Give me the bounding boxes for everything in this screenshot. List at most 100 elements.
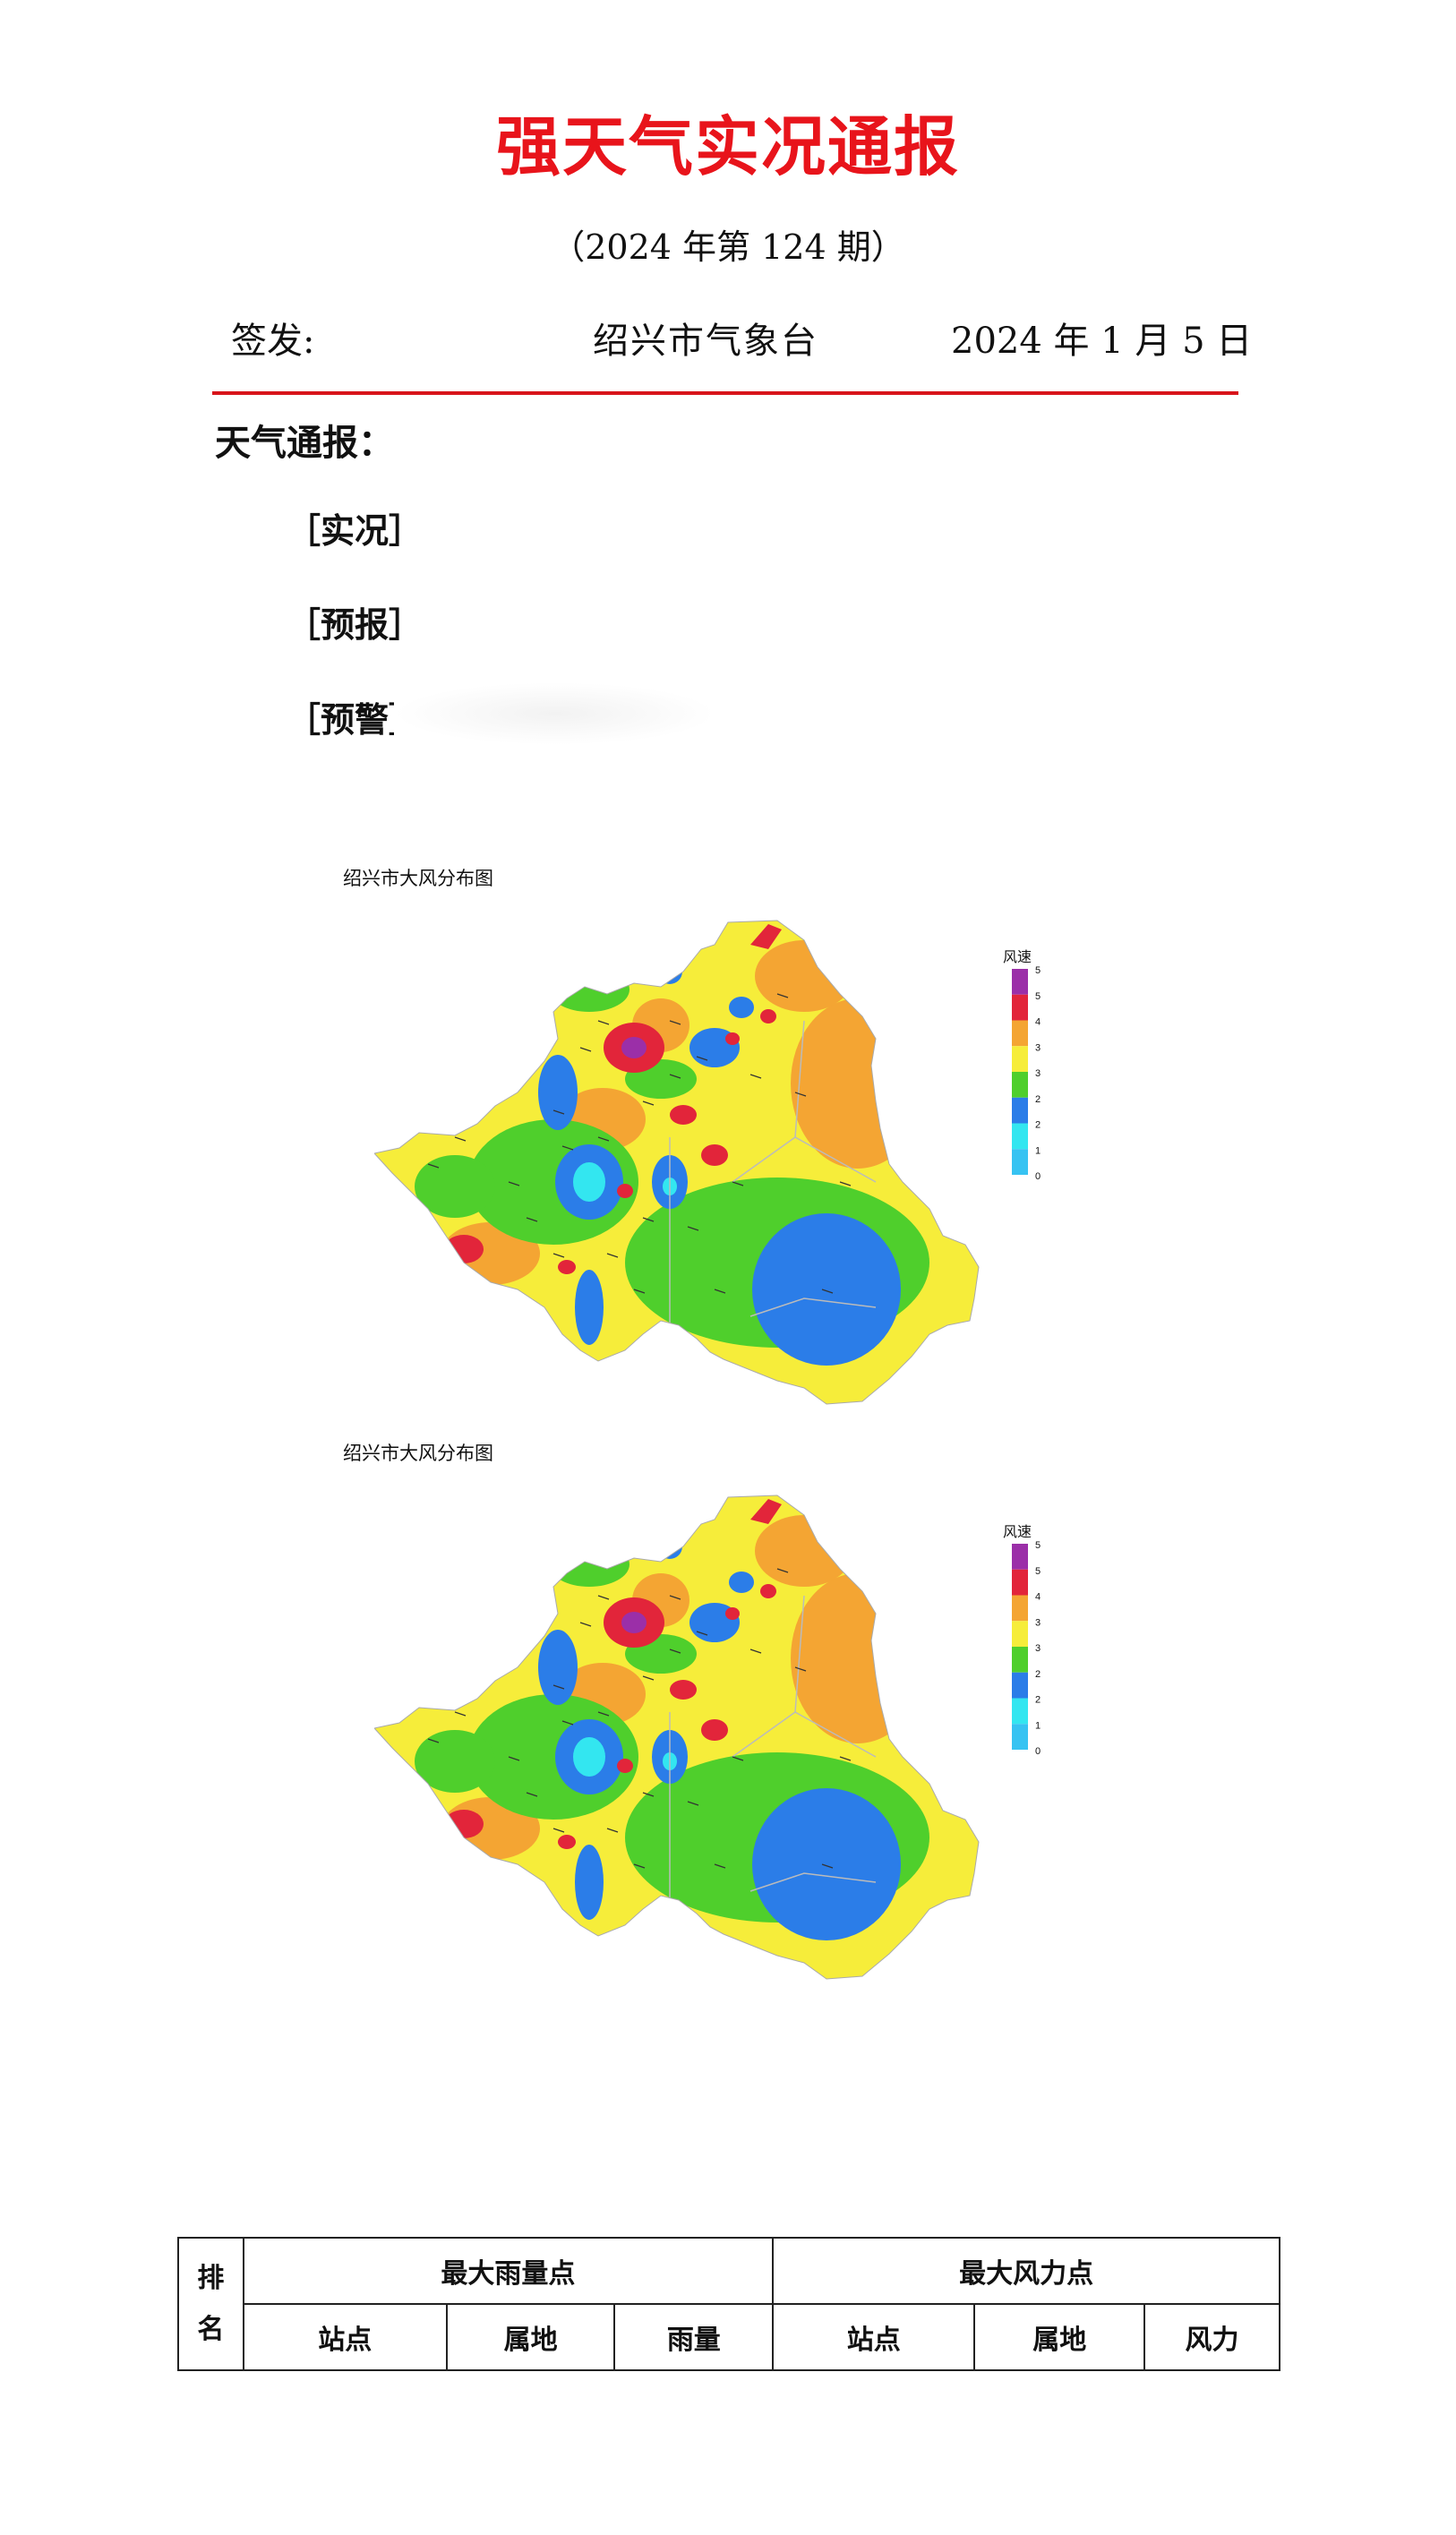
wind-barb: [561, 1145, 574, 1151]
legend-tick-label: 5: [1035, 1540, 1041, 1551]
legend-swatch: [1012, 969, 1028, 995]
wind-zone: [415, 1155, 495, 1218]
wind-zone: [415, 1730, 495, 1793]
wind-barb: [687, 1226, 699, 1231]
wind-barb: [508, 1756, 520, 1761]
wind-barb: [642, 1217, 655, 1222]
issue-number: （2024 年第 124 期）: [551, 227, 905, 267]
legend-tick-label: 5: [1035, 965, 1041, 976]
map-outline: [374, 920, 980, 1405]
legend-swatch: [1012, 1097, 1028, 1124]
legend-swatch: [1012, 1569, 1028, 1596]
wind-zone: [750, 1499, 782, 1524]
rain-station-header: 站点: [242, 2303, 448, 2371]
legend-tick-label: 1: [1035, 1145, 1041, 1156]
county-boundary: [669, 1020, 877, 1379]
wind-region-header: 属地: [973, 2303, 1146, 2371]
subsection-forecast: ［预报］: [287, 605, 424, 645]
wind-barb: [839, 1181, 852, 1186]
wind-barb: [454, 1136, 467, 1142]
legend-tick-label: 0: [1035, 1746, 1041, 1757]
wind-group-header: 最大风力点: [772, 2237, 1280, 2305]
wind-barb: [508, 1872, 520, 1878]
wind-zone: [755, 1515, 853, 1587]
wind-zone: [444, 1235, 484, 1263]
wind-zone: [553, 1546, 568, 1560]
wind-station-header: 站点: [772, 2303, 976, 2371]
legend-tick-label: 2: [1035, 1120, 1041, 1131]
wind-zone: [575, 1270, 604, 1345]
wind-barb: [597, 1711, 610, 1717]
map-title: 绍兴市大风分布图: [343, 869, 493, 889]
wind-barb: [642, 1100, 655, 1106]
map-outline: [374, 1494, 980, 1980]
wind-zone: [621, 1612, 647, 1633]
legend-tick-label: 3: [1035, 1042, 1041, 1053]
legend-swatch: [1012, 994, 1028, 1021]
wind-barb: [696, 1631, 708, 1636]
wind-zone: [617, 1759, 633, 1773]
wind-zone: [617, 1184, 633, 1198]
legend-tick-label: 5: [1035, 1566, 1041, 1577]
legend-swatch: [1012, 1672, 1028, 1699]
wind-barb: [696, 1056, 708, 1061]
wind-barb: [535, 1324, 547, 1330]
wind-barb: [776, 1568, 789, 1573]
wind-barb: [749, 1074, 762, 1079]
wind-barb: [552, 1684, 565, 1690]
ranking-table: 排 名 最大雨量点 最大风力点 站点 属地 雨量 站点 属地 风力: [177, 2237, 1280, 2371]
legend-tick-label: 4: [1035, 1592, 1041, 1603]
wind-barb: [749, 1649, 762, 1654]
wind-barb: [552, 1109, 565, 1115]
legend-swatch: [1012, 1724, 1028, 1750]
legend-swatch: [1012, 1046, 1028, 1072]
legend-title: 风速: [1003, 1524, 1032, 1540]
wind-barb: [669, 1649, 681, 1654]
legend-tick-label: 5: [1035, 991, 1041, 1002]
wind-barb: [552, 1253, 565, 1258]
legend-tick-label: 2: [1035, 1669, 1041, 1680]
wind-barb: [714, 1863, 726, 1869]
wind-barb: [597, 1136, 610, 1142]
wind-barb: [427, 1163, 440, 1169]
wind-barb: [579, 1622, 592, 1627]
wind-zone: [791, 998, 925, 1169]
rank-header: 排 名: [177, 2237, 244, 2371]
map-title: 绍兴市大风分布图: [343, 1443, 493, 1464]
wind-barb: [821, 1863, 834, 1869]
wind-zone: [444, 1810, 484, 1838]
subsection-observation: ［实况］: [287, 511, 424, 551]
wind-barb: [839, 1756, 852, 1761]
legend-swatch: [1012, 1149, 1028, 1175]
rank-header-bottom: 名: [197, 2315, 225, 2344]
legend-tick-label: 3: [1035, 1617, 1041, 1628]
wind-force-header: 风力: [1143, 2303, 1280, 2371]
section-heading: 天气通报：: [215, 423, 394, 464]
wind-zone: [573, 1737, 605, 1777]
wind-zone: [575, 1845, 604, 1920]
wind-zone: [701, 1144, 728, 1166]
legend-title: 风速: [1003, 949, 1032, 965]
wind-barb: [427, 1738, 440, 1743]
sign-label: 签发:: [231, 321, 315, 362]
wind-barb: [597, 1020, 610, 1025]
wind-barb: [597, 1595, 610, 1600]
legend-swatch: [1012, 1647, 1028, 1673]
wind-zone: [573, 1162, 605, 1202]
wind-barb: [714, 1289, 726, 1294]
wind-zone: [670, 1105, 697, 1125]
wind-barb: [732, 1756, 744, 1761]
county-boundary: [669, 1595, 877, 1954]
rank-header-top: 排: [197, 2264, 225, 2293]
wind-barb: [561, 1720, 574, 1726]
wind-zone: [558, 1260, 576, 1274]
wind-barb: [606, 1828, 619, 1833]
wind-barb: [642, 1675, 655, 1681]
wind-zone: [538, 1630, 578, 1705]
legend-swatch: [1012, 1621, 1028, 1647]
wind-zone: [725, 1032, 740, 1045]
wind-barb: [776, 993, 789, 998]
wind-barb: [552, 1828, 565, 1833]
